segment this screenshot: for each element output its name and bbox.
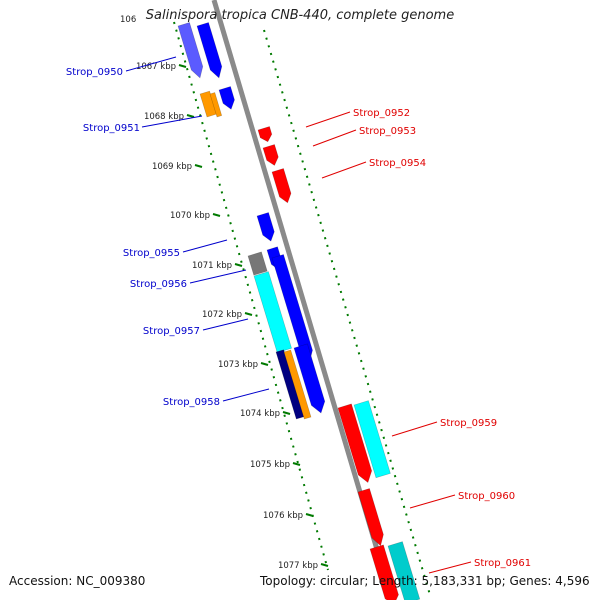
- scale-tick: 1073 kbp: [218, 360, 269, 370]
- gene-callout[interactable]: Strop_0953: [312, 126, 416, 147]
- gene-label[interactable]: Strop_0959: [440, 418, 497, 429]
- scale-tick: 1074 kbp: [240, 409, 291, 419]
- gene-callout[interactable]: Strop_0961: [428, 558, 531, 574]
- gene-label[interactable]: Strop_0961: [474, 558, 531, 569]
- gene-callout[interactable]: Strop_0957: [143, 318, 249, 337]
- gene-callout[interactable]: Strop_0954: [321, 158, 426, 179]
- scale-tick: 1071 kbp: [192, 261, 243, 271]
- gene-callout[interactable]: Strop_0960: [409, 491, 515, 509]
- gene-callout[interactable]: Strop_0956: [130, 269, 247, 290]
- gene-label[interactable]: Strop_0956: [130, 279, 187, 290]
- scale-tick: 1068 kbp: [144, 112, 195, 122]
- gene-label[interactable]: Strop_0954: [369, 158, 426, 169]
- gene-callout[interactable]: Strop_0951: [83, 115, 203, 134]
- gene-label[interactable]: Strop_0958: [163, 397, 220, 408]
- gene-label[interactable]: Strop_0957: [143, 326, 200, 337]
- genome-summary-text: Topology: circular; Length: 5,183,331 bp…: [260, 574, 590, 588]
- cds-feature[interactable]: [196, 22, 223, 79]
- leader-line: [182, 239, 228, 253]
- gene-callout[interactable]: Strop_0959: [391, 418, 497, 437]
- cds-feature[interactable]: [262, 144, 279, 166]
- cds-feature[interactable]: [256, 212, 275, 242]
- gene-callout[interactable]: Strop_0952: [305, 108, 410, 128]
- tick-label: 1068 kbp: [144, 112, 184, 122]
- tick-label: 1067 kbp: [136, 62, 176, 72]
- accession-text: Accession: NC_009380: [9, 574, 146, 588]
- tick-label: 1069 kbp: [152, 162, 192, 172]
- scale-tick: 1075 kbp: [250, 460, 301, 470]
- inner-track-dots: [173, 21, 329, 571]
- cds-feature[interactable]: [357, 488, 384, 547]
- leader-line: [202, 318, 249, 331]
- tick-label: 1075 kbp: [250, 460, 290, 470]
- leader-line: [312, 129, 357, 147]
- gene-callout[interactable]: Strop_0950: [66, 56, 177, 78]
- tick-label: 1076 kbp: [263, 511, 303, 521]
- cds-feature[interactable]: [353, 400, 391, 479]
- scale-tick: 1069 kbp: [152, 162, 203, 172]
- tick-label: 1073 kbp: [218, 360, 258, 370]
- cds-feature[interactable]: [218, 86, 235, 110]
- gene-label[interactable]: Strop_0953: [359, 126, 416, 137]
- leader-line: [189, 269, 247, 284]
- scale-tick: 1076 kbp: [263, 511, 314, 521]
- cds-feature[interactable]: [257, 126, 273, 143]
- gene-label[interactable]: Strop_0950: [66, 67, 123, 78]
- leader-line: [141, 115, 203, 128]
- cds-feature[interactable]: [209, 92, 223, 118]
- cds-feature[interactable]: [271, 168, 292, 204]
- scale-tick: 1067 kbp: [136, 62, 187, 72]
- cds-features: [177, 22, 421, 600]
- gene-label[interactable]: Strop_0952: [353, 108, 410, 119]
- leader-line: [125, 56, 177, 72]
- leader-line: [391, 421, 438, 437]
- scale-tick: 1072 kbp: [202, 310, 253, 320]
- cds-feature[interactable]: [387, 541, 421, 600]
- cds-feature[interactable]: [177, 22, 204, 79]
- gene-callout[interactable]: Strop_0955: [123, 239, 228, 259]
- leader-line: [222, 388, 270, 402]
- top-cut-label: 106: [120, 15, 136, 25]
- scale-tick: 1077 kbp: [278, 561, 329, 571]
- leader-line: [305, 111, 351, 128]
- scale-ticks: 1067 kbp 1068 kbp 1069 kbp 1070 kbp 1071 kbp…: [136, 62, 329, 571]
- leader-line: [321, 161, 367, 179]
- scale-tick: 1070 kbp: [170, 211, 221, 221]
- gene-labels: Strop_0950 Strop_0951 Strop_0952 Strop_0953…: [66, 56, 531, 574]
- cds-feature[interactable]: [253, 271, 292, 353]
- cds-feature[interactable]: [293, 343, 326, 414]
- cds-feature[interactable]: [247, 251, 268, 276]
- cds-feature[interactable]: [337, 403, 373, 483]
- leader-line: [428, 561, 472, 574]
- gene-label[interactable]: Strop_0955: [123, 248, 180, 259]
- gene-label[interactable]: Strop_0960: [458, 491, 515, 502]
- cds-feature[interactable]: [271, 254, 313, 363]
- tick-label: 1074 kbp: [240, 409, 280, 419]
- tick-label: 1077 kbp: [278, 561, 318, 571]
- leader-line: [409, 494, 456, 509]
- gene-callout[interactable]: Strop_0958: [163, 388, 270, 408]
- genome-title: Salinispora tropica CNB-440, complete ge…: [145, 8, 455, 23]
- tick-label: 1071 kbp: [192, 261, 232, 271]
- cds-feature[interactable]: [283, 349, 312, 420]
- tick-label: 1070 kbp: [170, 211, 210, 221]
- gene-label[interactable]: Strop_0951: [83, 123, 140, 134]
- tick-label: 1072 kbp: [202, 310, 242, 320]
